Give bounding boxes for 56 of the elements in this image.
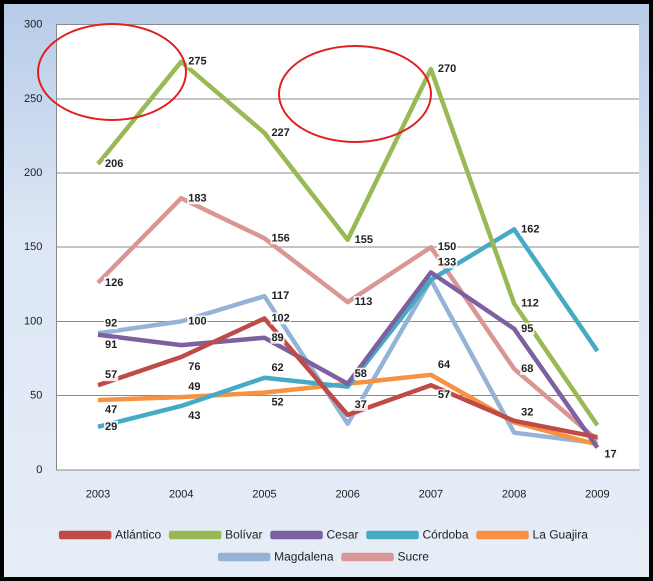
legend-label: Magdalena (274, 549, 334, 564)
y-tick-label: 100 (24, 315, 42, 328)
x-tick-label: 2003 (86, 488, 110, 500)
x-tick-label: 2005 (252, 488, 277, 500)
data-label: 183 (188, 192, 207, 204)
y-tick-label: 300 (24, 18, 42, 31)
data-label: 150 (438, 241, 456, 254)
data-label: 117 (271, 290, 290, 302)
y-tick-label: 0 (36, 464, 42, 476)
data-label: 58 (354, 368, 367, 380)
legend-label: Córdoba (422, 527, 469, 542)
data-label: 113 (354, 296, 372, 308)
data-label: 126 (104, 276, 124, 289)
data-label: 133 (438, 256, 456, 268)
data-label: 92 (104, 317, 118, 330)
data-label: 17 (604, 448, 617, 461)
x-tick-label: 2006 (335, 488, 360, 500)
data-label: 64 (438, 358, 452, 371)
data-label: 95 (521, 322, 534, 335)
data-label: 52 (271, 396, 284, 409)
x-tick-label: 2009 (585, 488, 610, 500)
data-label: 100 (188, 315, 207, 328)
data-label: 162 (521, 223, 540, 236)
data-label: 156 (271, 232, 290, 244)
legend-label: La Guajira (532, 527, 588, 542)
data-label: 89 (271, 332, 284, 344)
legend-label: Sucre (398, 549, 430, 564)
data-label: 43 (188, 410, 200, 422)
data-label: 62 (271, 362, 284, 374)
y-tick-label: 50 (30, 390, 42, 402)
data-label: 29 (104, 420, 118, 433)
x-tick-label: 2004 (168, 488, 194, 500)
data-label: 47 (104, 404, 118, 416)
y-tick-label: 200 (24, 167, 42, 180)
x-tick-label: 2007 (418, 488, 444, 500)
x-tick-label: 2008 (502, 488, 526, 500)
data-label: 68 (521, 362, 534, 375)
data-label: 37 (354, 398, 367, 411)
legend-label: Atlántico (115, 527, 162, 542)
y-tick-label: 250 (24, 92, 42, 105)
data-label: 275 (188, 56, 207, 68)
data-label: 102 (271, 312, 290, 324)
data-label: 270 (438, 63, 456, 76)
y-tick-label: 150 (24, 241, 42, 254)
data-label: 91 (104, 338, 118, 351)
data-label: 206 (104, 158, 124, 170)
data-label: 76 (188, 361, 200, 374)
data-label: 227 (271, 126, 290, 139)
legend-label: Bolívar (225, 527, 262, 542)
data-label: 32 (521, 406, 534, 418)
legend-label: Cesar (326, 527, 358, 542)
data-label: 112 (521, 298, 539, 310)
data-label: 57 (438, 389, 450, 402)
data-label: 155 (354, 234, 374, 246)
data-label: 57 (104, 369, 118, 382)
data-label: 49 (188, 381, 200, 394)
